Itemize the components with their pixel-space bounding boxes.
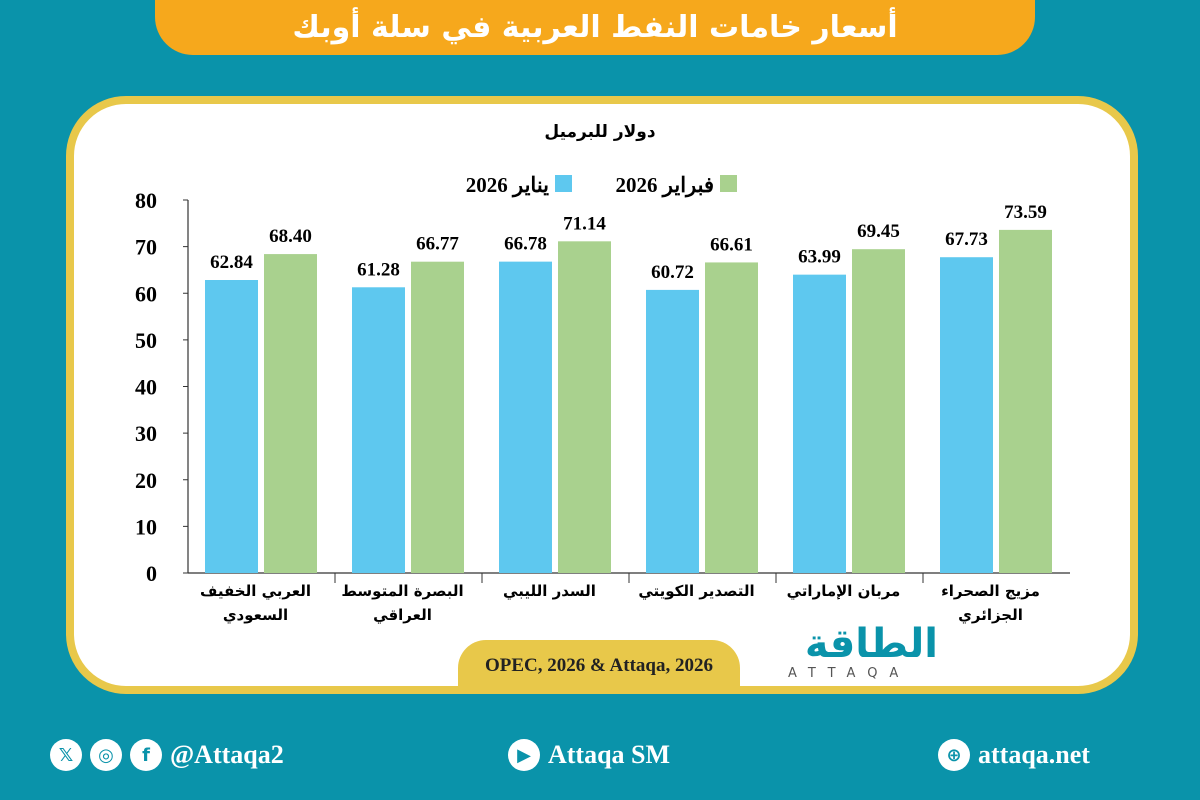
- bar-february: [852, 249, 905, 573]
- data-label: 63.99: [798, 247, 841, 268]
- y-tick-label: 30: [135, 421, 157, 446]
- y-tick-label: 80: [135, 188, 157, 213]
- x-tick-label: السدر الليبي: [503, 582, 596, 600]
- social-handle[interactable]: @Attaqa2: [170, 740, 284, 769]
- facebook-icon[interactable]: f: [130, 739, 162, 771]
- bar-february: [411, 261, 464, 573]
- data-label: 69.45: [857, 221, 900, 242]
- youtube-icon[interactable]: ▶: [508, 739, 540, 771]
- bar-february: [999, 229, 1052, 573]
- globe-icon[interactable]: ⊕: [938, 739, 970, 771]
- x-icon[interactable]: 𝕏: [50, 739, 82, 771]
- legend-swatch: [555, 175, 572, 192]
- data-label: 60.72: [651, 262, 694, 283]
- legend-label: يناير 2026: [466, 173, 549, 198]
- bar-january: [499, 261, 552, 573]
- data-label: 66.61: [710, 234, 753, 255]
- x-tick-label: مربان الإماراتي: [787, 582, 901, 600]
- footer-social: 𝕏 ◎ f @Attaqa2: [50, 733, 284, 777]
- y-tick-label: 60: [135, 281, 157, 306]
- y-tick-label: 20: [135, 468, 157, 493]
- page-title: أسعار خامات النفط العربية في سلة أوبك: [292, 10, 898, 45]
- legend-label: فبراير 2026: [616, 173, 714, 198]
- legend: فبراير 2026 يناير 2026: [466, 173, 737, 198]
- x-tick-label: مزيج الصحراء الجزائري: [941, 582, 1040, 625]
- legend-swatch: [720, 175, 737, 192]
- y-axis-label: دولار للبرميل: [544, 122, 655, 142]
- y-tick-label: 50: [135, 328, 157, 353]
- data-label: 68.40: [269, 226, 312, 247]
- youtube-channel[interactable]: Attaqa SM: [548, 740, 671, 769]
- y-tick-label: 40: [135, 375, 157, 400]
- y-tick-label: 70: [135, 235, 157, 260]
- y-tick-label: 10: [135, 514, 157, 539]
- bar-january: [793, 274, 846, 573]
- data-label: 66.78: [504, 234, 547, 255]
- x-tick-label: العربي الخفيف السعودي: [200, 582, 311, 625]
- bar-february: [558, 241, 611, 573]
- attaqa-logo: الطاقة ATTAQA: [788, 622, 938, 682]
- bar-january: [205, 280, 258, 573]
- logo-arabic: الطاقة: [804, 621, 938, 667]
- bar-january: [646, 289, 699, 573]
- bar-february: [264, 254, 317, 573]
- logo-latin: ATTAQA: [788, 666, 911, 681]
- title-banner: أسعار خامات النفط العربية في سلة أوبك: [155, 0, 1035, 55]
- footer-youtube: ▶ Attaqa SM: [508, 733, 670, 777]
- data-label: 71.14: [563, 213, 606, 234]
- bar-february: [705, 262, 758, 573]
- data-label: 67.73: [945, 229, 988, 250]
- source-label: OPEC, 2026 & Attaqa, 2026: [458, 640, 740, 692]
- footer-website: ⊕ attaqa.net: [938, 733, 1090, 777]
- y-tick-label: 0: [146, 561, 157, 586]
- bar-january: [940, 257, 993, 573]
- website-link[interactable]: attaqa.net: [978, 740, 1090, 769]
- bar-january: [352, 287, 405, 573]
- data-label: 61.28: [357, 259, 400, 280]
- x-tick-label: التصدير الكويتي: [638, 582, 754, 600]
- instagram-icon[interactable]: ◎: [90, 739, 122, 771]
- x-tick-label: البصرة المتوسط العراقي: [341, 582, 463, 624]
- data-label: 73.59: [1004, 202, 1047, 223]
- data-label: 62.84: [210, 252, 253, 273]
- data-label: 66.77: [416, 234, 459, 255]
